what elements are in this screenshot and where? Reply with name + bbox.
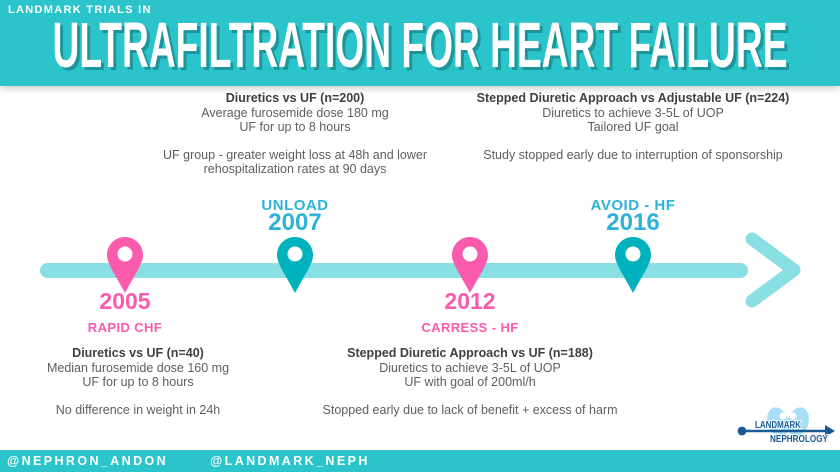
trial-year: 2007 bbox=[268, 208, 322, 236]
page-title: ULTRAFILTRATION FOR HEART FAILURE bbox=[53, 9, 788, 81]
trial-year: 2016 bbox=[606, 208, 660, 236]
map-pin-icon-2012 bbox=[452, 237, 488, 293]
trial-detail: Average furosemide dose 180 mg bbox=[201, 105, 389, 120]
social-handle-nephron-andon: @NEPHRON_ANDON bbox=[7, 454, 169, 468]
header-banner: LANDMARK TRIALS IN ULTRAFILTRATION FOR H… bbox=[0, 0, 840, 86]
trial-name: AVOID - HF bbox=[590, 197, 676, 214]
trial-outcome: Stopped early due to lack of benefit + e… bbox=[322, 402, 618, 417]
timeline-arrow-icon bbox=[745, 232, 801, 308]
trial-block-rapid-chf: Diuretics vs UF (n=40) Median furosemide… bbox=[3, 346, 273, 417]
page-title-graphic: ULTRAFILTRATION FOR HEART FAILURE ULTRAF… bbox=[53, 9, 791, 84]
trial-headline: Stepped Diuretic Approach vs Adjustable … bbox=[476, 91, 790, 105]
trial-detail: Median furosemide dose 160 mg bbox=[46, 360, 230, 375]
social-handle-landmark-neph: @LANDMARK_NEPH bbox=[210, 454, 370, 468]
kidneys-icon bbox=[766, 407, 810, 437]
trial-name: RAPID CHF bbox=[87, 320, 163, 335]
trial-year: 2005 bbox=[99, 288, 151, 314]
trial-block-unload: Diuretics vs UF (n=200) Average furosemi… bbox=[145, 91, 445, 236]
timeline-label-rapid-chf: 2005 RAPID CHF bbox=[65, 288, 185, 335]
timeline-label-carress-hf: 2012 CARRESS - HF bbox=[400, 288, 540, 335]
trial-detail: Diuretics to achieve 3-5L of UOP bbox=[542, 105, 724, 120]
trial-detail: Diuretics to achieve 3-5L of UOP bbox=[379, 360, 561, 375]
header-eyebrow: LANDMARK TRIALS IN bbox=[8, 4, 152, 16]
trial-name: UNLOAD bbox=[261, 197, 329, 214]
trial-outcome: No difference in weight in 24h bbox=[55, 402, 221, 417]
logo-wordmark-line1: LANDMARK bbox=[755, 420, 802, 431]
map-pin-icon-2007 bbox=[277, 237, 313, 293]
trial-block-avoid-hf: Stepped Diuretic Approach vs Adjustable … bbox=[458, 91, 808, 236]
map-pin-icon-2005 bbox=[107, 237, 143, 293]
logo-arrow-icon bbox=[737, 425, 835, 437]
trial-detail: Tailored UF goal bbox=[587, 120, 679, 134]
trial-detail: UF for up to 8 hours bbox=[82, 375, 194, 389]
page-title-shadow: ULTRAFILTRATION FOR HEART FAILURE bbox=[56, 12, 791, 84]
map-pin-icon-2016 bbox=[615, 237, 651, 293]
trial-outcome: Study stopped early due to interruption … bbox=[483, 147, 783, 162]
trial-name: CARRESS - HF bbox=[421, 320, 519, 335]
trial-block-carress-hf: Stepped Diuretic Approach vs UF (n=188) … bbox=[310, 346, 630, 417]
trial-headline: Diuretics vs UF (n=40) bbox=[72, 346, 204, 360]
landmark-nephrology-logo: LANDMARK NEPHROLOGY bbox=[737, 407, 835, 446]
trial-headline: Stepped Diuretic Approach vs UF (n=188) bbox=[347, 346, 593, 360]
logo-wordmark-line2: NEPHROLOGY bbox=[770, 434, 828, 445]
trial-detail: UF with goal of 200ml/h bbox=[404, 375, 536, 389]
timeline-bar bbox=[40, 263, 748, 278]
trial-outcome: UF group - greater weight loss at 48h an… bbox=[162, 147, 428, 177]
trial-detail: UF for up to 8 hours bbox=[239, 120, 351, 134]
trial-year: 2012 bbox=[444, 288, 496, 314]
trial-headline: Diuretics vs UF (n=200) bbox=[225, 91, 365, 105]
footer-bar: @NEPHRON_ANDON @LANDMARK_NEPH bbox=[0, 450, 840, 472]
